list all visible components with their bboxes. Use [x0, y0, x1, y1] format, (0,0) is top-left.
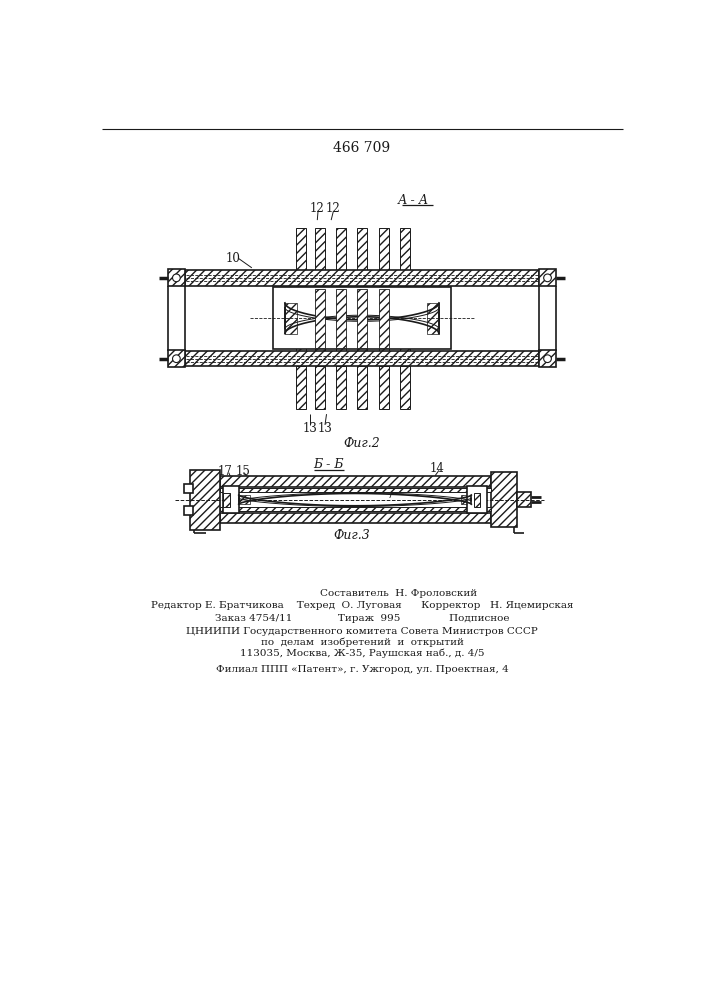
- Bar: [379, 286, 389, 351]
- Text: 11: 11: [177, 275, 192, 288]
- Bar: [539, 350, 556, 367]
- Text: 10: 10: [225, 252, 240, 265]
- Bar: [336, 228, 346, 270]
- Text: Фиг.3: Фиг.3: [334, 529, 370, 542]
- Text: 466 709: 466 709: [334, 141, 390, 155]
- Bar: [184, 484, 193, 493]
- Bar: [219, 513, 491, 523]
- Text: 17: 17: [218, 465, 233, 478]
- Text: 15: 15: [235, 465, 250, 478]
- Bar: [315, 228, 325, 270]
- Text: Фиг.2: Фиг.2: [344, 437, 380, 450]
- Bar: [460, 495, 472, 504]
- Text: А - А: А - А: [398, 194, 429, 207]
- Bar: [184, 506, 193, 515]
- Bar: [296, 366, 305, 409]
- Bar: [190, 470, 219, 530]
- Bar: [357, 228, 368, 270]
- Text: Филиал ППП «Патент», г. Ужгород, ул. Проектная, 4: Филиал ППП «Патент», г. Ужгород, ул. Про…: [216, 665, 508, 674]
- Bar: [518, 492, 532, 507]
- Bar: [357, 366, 368, 409]
- Bar: [185, 351, 539, 366]
- Circle shape: [173, 355, 180, 363]
- Bar: [285, 303, 297, 334]
- Text: 12: 12: [325, 202, 340, 215]
- Bar: [379, 289, 389, 348]
- Bar: [467, 486, 486, 513]
- Bar: [357, 286, 368, 351]
- Bar: [426, 303, 439, 334]
- Bar: [223, 493, 230, 507]
- Bar: [219, 476, 491, 487]
- Bar: [296, 286, 305, 351]
- Bar: [336, 366, 346, 409]
- Bar: [223, 486, 239, 513]
- Bar: [399, 228, 409, 270]
- Text: 12: 12: [310, 202, 325, 215]
- Bar: [239, 495, 250, 504]
- Text: по  делам  изобретений  и  открытий: по делам изобретений и открытий: [260, 637, 463, 647]
- Text: 7: 7: [387, 488, 395, 501]
- Bar: [474, 493, 480, 507]
- Circle shape: [544, 355, 551, 363]
- Bar: [219, 488, 491, 492]
- Text: 13: 13: [317, 422, 332, 434]
- Bar: [219, 507, 491, 511]
- Circle shape: [544, 274, 551, 282]
- Text: ЦНИИПИ Государственного комитета Совета Министров СССР: ЦНИИПИ Государственного комитета Совета …: [186, 627, 538, 636]
- Text: Редактор Е. Братчикова    Техред  О. Луговая      Корректор   Н. Яцемирская: Редактор Е. Братчикова Техред О. Луговая…: [151, 601, 573, 610]
- Text: 14: 14: [429, 462, 444, 475]
- Bar: [315, 286, 325, 351]
- Bar: [399, 366, 409, 409]
- Text: Заказ 4754/11              Тираж  995               Подписное: Заказ 4754/11 Тираж 995 Подписное: [215, 614, 509, 623]
- Bar: [357, 289, 368, 348]
- Circle shape: [173, 274, 180, 282]
- Text: 113035, Москва, Ж-35, Раушская наб., д. 4/5: 113035, Москва, Ж-35, Раушская наб., д. …: [240, 649, 484, 658]
- Bar: [168, 269, 185, 286]
- Bar: [379, 228, 389, 270]
- Bar: [379, 366, 389, 409]
- Bar: [315, 366, 325, 409]
- Text: 13: 13: [302, 422, 317, 434]
- Bar: [336, 286, 346, 351]
- Text: 16: 16: [200, 470, 215, 483]
- Bar: [399, 286, 409, 351]
- Text: Составитель  Н. Фроловский: Составитель Н. Фроловский: [320, 589, 477, 598]
- Bar: [274, 287, 450, 349]
- Bar: [491, 472, 518, 527]
- Bar: [336, 289, 346, 348]
- Text: 19: 19: [489, 487, 504, 500]
- Bar: [315, 289, 325, 348]
- Bar: [539, 269, 556, 286]
- Bar: [168, 350, 185, 367]
- Text: Б - Б: Б - Б: [314, 458, 344, 471]
- Text: 18: 18: [204, 519, 219, 532]
- Bar: [185, 270, 539, 286]
- Bar: [296, 228, 305, 270]
